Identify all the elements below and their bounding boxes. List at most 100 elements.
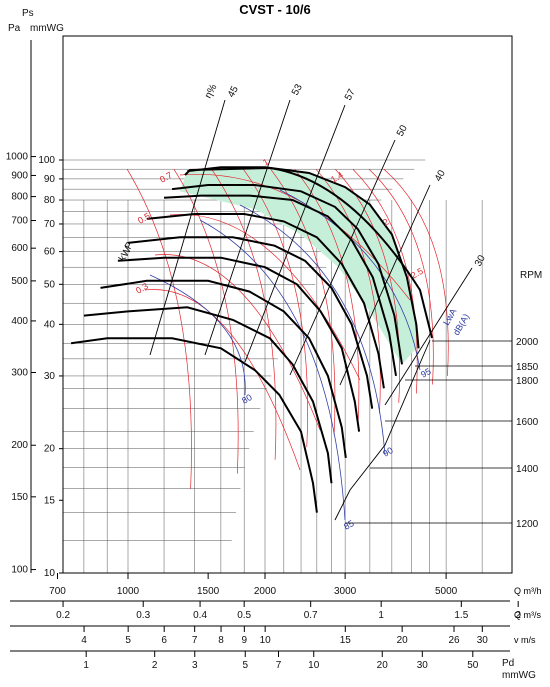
velocity-tick-label: 20 bbox=[397, 635, 409, 646]
rpm-curve bbox=[171, 184, 403, 365]
efficiency-value-label: 57 bbox=[343, 87, 358, 102]
mm-axis-tick-label: 100 bbox=[38, 155, 55, 166]
pd-tick-label: 10 bbox=[308, 660, 320, 671]
pd-tick-label: 3 bbox=[192, 660, 198, 671]
noise-value-label: 90 bbox=[381, 445, 395, 459]
noise-line bbox=[239, 204, 386, 456]
noise-value-label: 95 bbox=[419, 366, 433, 380]
pd-tick-label: 7 bbox=[276, 660, 282, 671]
noise-line bbox=[199, 219, 346, 521]
velocity-tick-label: 10 bbox=[260, 635, 272, 646]
pa-axis-unit-pa: Pa bbox=[8, 23, 21, 34]
pa-axis-tick-label: 900 bbox=[11, 170, 28, 181]
power-line bbox=[294, 168, 360, 424]
rpm-curve-layer bbox=[70, 166, 433, 513]
pa-axis-tick-label: 700 bbox=[11, 216, 28, 227]
efficiency-value-label: 53 bbox=[290, 82, 305, 97]
chart-title: CVST - 10/6 bbox=[239, 2, 311, 17]
noise-line bbox=[279, 189, 421, 371]
efficiency-value-label: 30 bbox=[473, 253, 488, 268]
mm-axis-tick-label: 80 bbox=[44, 195, 56, 206]
pa-axis-tick-label: 150 bbox=[11, 492, 28, 503]
pa-axis-tick-label: 500 bbox=[11, 276, 28, 287]
rpm-tick-label: 2000 bbox=[516, 337, 539, 348]
efficiency-ray bbox=[244, 104, 346, 363]
power-line bbox=[335, 168, 400, 404]
efficiency-ray-layer bbox=[149, 99, 473, 521]
velocity-tick-label: 6 bbox=[161, 635, 167, 646]
rpm-curve bbox=[83, 306, 333, 484]
mm-axis-tick-label: 70 bbox=[44, 219, 56, 230]
axis-layer bbox=[10, 35, 519, 657]
rpm-tick-label: 1600 bbox=[516, 417, 539, 428]
velocity-tick-label: 9 bbox=[242, 635, 248, 646]
efficiency-label: η% bbox=[203, 82, 220, 100]
plot-frame bbox=[62, 35, 513, 574]
power-line bbox=[179, 173, 411, 301]
power-value-label: 2 bbox=[381, 217, 390, 228]
pd-tick-label: 2 bbox=[152, 660, 158, 671]
power-line bbox=[126, 169, 192, 489]
pd-tick-label: 20 bbox=[377, 660, 389, 671]
power-value-label: 1 bbox=[261, 157, 270, 168]
pd-tick-label: 5 bbox=[242, 660, 248, 671]
mm-axis-tick-label: 15 bbox=[44, 495, 56, 506]
pa-axis-tick-label: 200 bbox=[11, 440, 28, 451]
qm3h-tick-label: 5000 bbox=[435, 586, 458, 597]
operating-boundary-line bbox=[334, 339, 431, 521]
velocity-tick-label: 26 bbox=[448, 635, 460, 646]
operating-area bbox=[179, 167, 419, 365]
power-label-p: P bbox=[123, 240, 136, 252]
qm3h-tick-label: 2000 bbox=[254, 586, 277, 597]
power-line bbox=[211, 169, 277, 460]
rpm-tick-label: 1850 bbox=[516, 362, 539, 373]
pa-axis-tick-label: 800 bbox=[11, 192, 28, 203]
pa-axis-tick-label: 1000 bbox=[6, 152, 29, 163]
mm-axis-tick-label: 10 bbox=[44, 568, 56, 579]
mm-axis-tick-label: 30 bbox=[44, 371, 56, 382]
pd-tick-label: 1 bbox=[83, 660, 89, 671]
rpm-tick-label: 1800 bbox=[516, 376, 539, 387]
pa-axis-tick-label: 100 bbox=[11, 565, 28, 576]
operating-area-layer bbox=[179, 167, 419, 365]
power-line bbox=[144, 289, 301, 471]
velocity-tick-label: 8 bbox=[218, 635, 224, 646]
efficiency-ray bbox=[384, 267, 473, 406]
velocity-tick-label: 4 bbox=[81, 635, 87, 646]
rpm-curve bbox=[163, 194, 397, 377]
qm3s-tick-label: 0.5 bbox=[237, 610, 251, 621]
efficiency-value-label: 50 bbox=[395, 123, 410, 138]
qm3h-axis-label: Q m³/h bbox=[514, 586, 542, 596]
noise-line bbox=[149, 274, 246, 396]
power-line bbox=[368, 168, 434, 385]
rpm-curve bbox=[187, 166, 420, 349]
pd-tick-label: 50 bbox=[467, 660, 479, 671]
rpm-curve bbox=[146, 213, 385, 389]
mm-axis-unit: mmWG bbox=[30, 23, 64, 34]
power-line bbox=[154, 254, 321, 431]
qm3h-tick-label: 3000 bbox=[334, 586, 357, 597]
qm3s-tick-label: 0.4 bbox=[193, 610, 207, 621]
power-line bbox=[315, 168, 381, 414]
qm3s-tick-label: 0.2 bbox=[56, 610, 70, 621]
mm-axis-tick-label: 90 bbox=[44, 174, 56, 185]
rpm-tick-label: 1200 bbox=[516, 519, 539, 530]
pa-axis-tick-label: 600 bbox=[11, 243, 28, 254]
qm3s-tick-label: 2 bbox=[515, 610, 521, 621]
rpm-axis-label: RPM bbox=[520, 270, 542, 281]
pa-axis-unit-ps: Ps bbox=[22, 8, 34, 19]
pa-axis-tick-label: 300 bbox=[11, 368, 28, 379]
qm3h-tick-label: 700 bbox=[49, 586, 66, 597]
velocity-tick-label: 15 bbox=[340, 635, 352, 646]
mm-axis-tick-label: 60 bbox=[44, 247, 56, 258]
noise-value-label: 80 bbox=[240, 392, 254, 406]
rpm-curve bbox=[100, 279, 347, 459]
power-line bbox=[169, 214, 361, 381]
rpm-curve bbox=[127, 236, 374, 409]
qm3s-tick-label: 1 bbox=[378, 610, 384, 621]
noise-value-label: 85 bbox=[342, 518, 356, 532]
velocity-tick-label: 7 bbox=[192, 635, 198, 646]
qm3h-tick-label: 1000 bbox=[117, 586, 140, 597]
